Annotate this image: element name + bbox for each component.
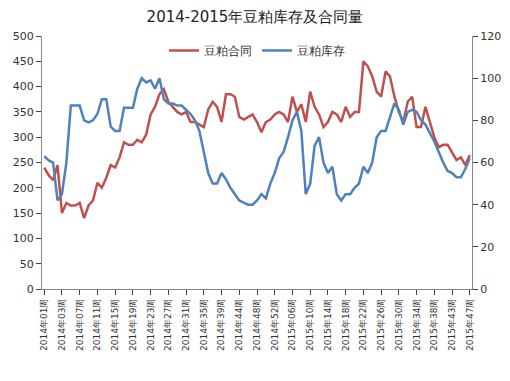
svg-text:2015年18周: 2015年18周 xyxy=(341,299,351,351)
svg-text:20: 20 xyxy=(480,241,494,254)
svg-text:2014年27周: 2014年27周 xyxy=(163,299,173,351)
svg-text:2015年06周: 2015年06周 xyxy=(287,299,297,351)
svg-text:2015年14周: 2015年14周 xyxy=(323,299,333,351)
svg-text:2014年15周: 2014年15周 xyxy=(110,299,120,351)
svg-text:2015年26周: 2015年26周 xyxy=(376,299,386,351)
svg-text:350: 350 xyxy=(13,106,34,119)
svg-text:0: 0 xyxy=(27,283,34,296)
svg-text:2015年34周: 2015年34周 xyxy=(412,299,422,351)
svg-text:豆粕库存: 豆粕库存 xyxy=(297,44,345,58)
svg-text:2015年10周: 2015年10周 xyxy=(305,299,315,351)
svg-text:2014年39周: 2014年39周 xyxy=(216,299,226,351)
svg-text:100: 100 xyxy=(480,72,501,85)
svg-text:2015年38周: 2015年38周 xyxy=(429,299,439,351)
svg-text:2014年35周: 2014年35周 xyxy=(199,299,209,351)
svg-text:400: 400 xyxy=(13,80,34,93)
svg-text:0: 0 xyxy=(480,283,487,296)
svg-text:豆粕合同: 豆粕合同 xyxy=(204,44,252,58)
svg-text:2014-2015年豆粕库存及合同量: 2014-2015年豆粕库存及合同量 xyxy=(147,8,364,26)
svg-text:2014年48周: 2014年48周 xyxy=(252,299,262,351)
svg-text:2014年23周: 2014年23周 xyxy=(146,299,156,351)
svg-text:2014年52周: 2014年52周 xyxy=(270,299,280,351)
svg-text:2014年01周: 2014年01周 xyxy=(39,299,49,351)
svg-text:250: 250 xyxy=(13,156,34,169)
svg-text:60: 60 xyxy=(480,156,494,169)
svg-text:2014年44周: 2014年44周 xyxy=(234,299,244,351)
svg-text:2014年07周: 2014年07周 xyxy=(75,299,85,351)
svg-text:200: 200 xyxy=(13,182,34,195)
svg-text:2014年31周: 2014年31周 xyxy=(181,299,191,351)
svg-text:80: 80 xyxy=(480,114,494,127)
svg-text:2014年03周: 2014年03周 xyxy=(57,299,67,351)
svg-text:2015年47周: 2015年47周 xyxy=(465,299,475,351)
svg-text:300: 300 xyxy=(13,131,34,144)
svg-text:450: 450 xyxy=(13,55,34,68)
svg-text:100: 100 xyxy=(13,232,34,245)
svg-text:2015年22周: 2015年22周 xyxy=(358,299,368,351)
svg-text:500: 500 xyxy=(13,30,34,43)
svg-text:2014年11周: 2014年11周 xyxy=(92,299,102,351)
svg-text:2015年30周: 2015年30周 xyxy=(394,299,404,351)
svg-text:50: 50 xyxy=(20,258,34,271)
svg-text:150: 150 xyxy=(13,207,34,220)
svg-text:2015年43周: 2015年43周 xyxy=(447,299,457,351)
svg-text:120: 120 xyxy=(480,30,501,43)
svg-text:40: 40 xyxy=(480,199,494,212)
svg-text:2014年19周: 2014年19周 xyxy=(128,299,138,351)
